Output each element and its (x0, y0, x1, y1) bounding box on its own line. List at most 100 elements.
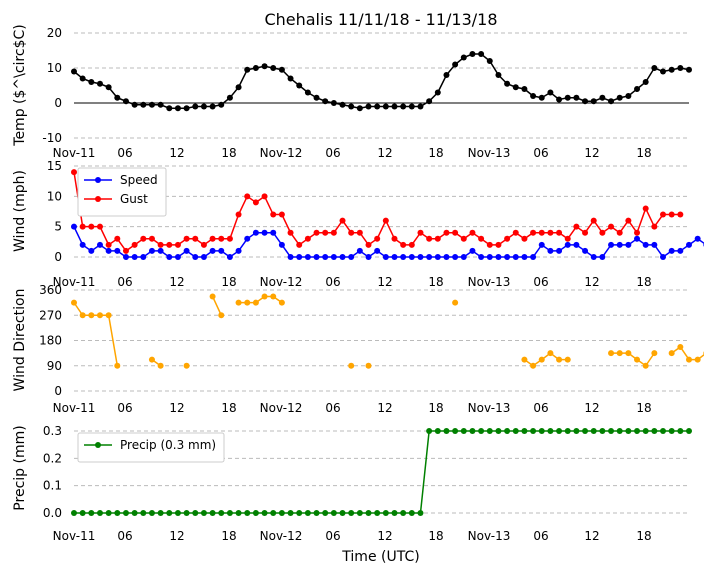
data-point (270, 65, 277, 71)
y-tick-label: 10 (47, 61, 62, 75)
x-tick-label: Nov-12 (260, 146, 303, 160)
data-point (530, 362, 537, 369)
data-point (452, 254, 459, 260)
data-point (486, 58, 493, 64)
data-point (348, 510, 355, 516)
data-point (651, 223, 658, 230)
data-point (660, 254, 667, 260)
data-point (452, 299, 459, 306)
data-point (616, 428, 623, 434)
y-tick-label: 15 (47, 159, 62, 173)
data-point (538, 229, 545, 236)
data-point (226, 235, 233, 242)
data-point (71, 169, 77, 176)
data-point (547, 229, 554, 236)
data-point (443, 72, 450, 78)
data-point (296, 254, 303, 260)
data-point (625, 428, 632, 434)
x-tick-label: Nov-13 (468, 146, 511, 160)
data-point (625, 93, 632, 99)
data-point (313, 510, 320, 516)
data-point (96, 510, 103, 516)
data-point (322, 229, 329, 236)
data-point (582, 229, 589, 236)
data-point (313, 254, 320, 260)
data-point (131, 510, 138, 516)
data-point (304, 254, 311, 260)
data-point (270, 510, 277, 516)
data-point (400, 103, 407, 110)
data-point (183, 247, 190, 254)
data-point (244, 299, 251, 306)
data-point (79, 312, 86, 319)
data-point (96, 241, 103, 248)
data-point (105, 84, 112, 91)
data-point (634, 428, 641, 434)
data-point (469, 51, 476, 57)
series-line (73, 226, 704, 259)
data-point (668, 211, 675, 218)
data-point (296, 241, 303, 248)
data-point (218, 312, 225, 319)
series-line (73, 53, 690, 110)
data-point (183, 510, 190, 516)
data-point (660, 428, 667, 434)
legend: Precip (0.3 mm) (77, 432, 225, 463)
data-point (218, 101, 225, 108)
data-point (88, 223, 95, 230)
data-point (79, 75, 86, 82)
data-point (96, 223, 103, 230)
data-point (512, 254, 519, 260)
data-point (495, 241, 502, 248)
data-point (114, 235, 121, 242)
legend-box (77, 432, 225, 463)
data-point (105, 510, 112, 516)
x-tick-label: 18 (221, 401, 236, 415)
data-point (391, 510, 398, 516)
y-axis-label: Wind Direction (12, 289, 28, 392)
data-point (365, 241, 372, 248)
x-tick-label: 06 (325, 146, 340, 160)
chart-title: Chehalis 11/11/18 - 11/13/18 (264, 10, 497, 29)
data-point (79, 223, 86, 230)
data-point (356, 247, 363, 254)
data-point (374, 235, 381, 242)
series-line (73, 302, 119, 366)
data-point (88, 510, 95, 516)
data-point (478, 235, 485, 242)
data-point (521, 254, 528, 260)
data-point (504, 235, 511, 242)
data-point (538, 356, 545, 363)
data-point (417, 254, 424, 260)
y-axis-label: Wind (mph) (12, 170, 28, 252)
data-point (304, 89, 311, 96)
data-point (608, 98, 615, 105)
x-tick-label: 12 (169, 275, 184, 289)
data-point (235, 510, 242, 516)
data-point (538, 241, 545, 248)
data-point (530, 254, 537, 260)
data-point (339, 510, 346, 516)
data-point (270, 211, 277, 218)
y-tick-label: 20 (47, 26, 62, 40)
data-point (382, 217, 389, 224)
data-point (478, 254, 485, 260)
data-point (556, 247, 563, 254)
x-tick-label: 06 (533, 275, 548, 289)
data-point (573, 94, 580, 101)
data-point (521, 356, 528, 363)
data-point (166, 105, 173, 112)
data-point (183, 105, 190, 112)
data-point (122, 510, 129, 516)
data-point (391, 235, 398, 242)
y-tick-label: 0.2 (43, 451, 62, 465)
data-point (209, 235, 216, 242)
legend-label: Speed (120, 173, 158, 187)
data-point (183, 362, 190, 369)
data-point (235, 84, 242, 91)
data-point (599, 428, 606, 434)
x-tick-label: 12 (169, 529, 184, 543)
data-point (148, 510, 155, 516)
series-line (211, 296, 222, 316)
data-point (391, 103, 398, 110)
